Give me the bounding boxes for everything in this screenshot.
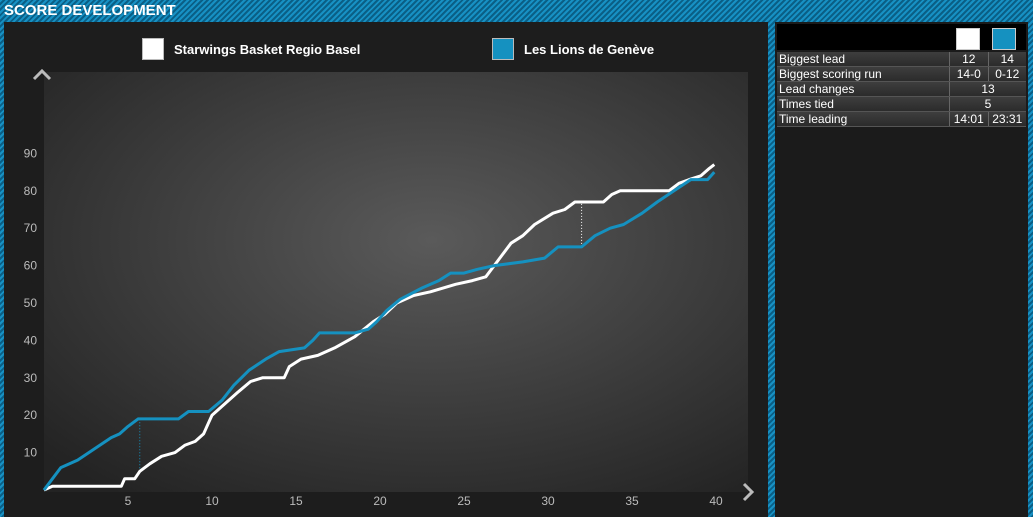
table-row: Time leading 14:01 23:31 [777, 111, 1026, 127]
x-tick-label: 10 [205, 494, 219, 508]
x-tick-label: 20 [373, 494, 387, 508]
x-tick-label: 35 [625, 494, 639, 508]
stat-home-value: 14:01 [949, 111, 989, 127]
page-title: SCORE DEVELOPMENT [4, 2, 176, 19]
stats-header [777, 24, 1026, 50]
y-tick-label: 10 [24, 446, 38, 460]
x-tick-label: 25 [457, 494, 471, 508]
y-tick-label: 20 [24, 408, 38, 422]
plot-area [44, 72, 748, 492]
legend-item-home: Starwings Basket Regio Basel [142, 37, 360, 61]
stat-home-value: 12 [949, 52, 989, 67]
x-tick-label: 30 [541, 494, 555, 508]
y-tick-label: 40 [24, 333, 38, 347]
stat-home-value: 14-0 [949, 66, 989, 82]
stat-label: Time leading [777, 111, 950, 127]
series-line-away [42, 171, 716, 491]
stat-shared-value: 13 [949, 81, 1026, 97]
x-axis-arrow-icon [742, 482, 755, 502]
stat-label: Lead changes [777, 81, 950, 97]
stat-label: Biggest scoring run [777, 66, 950, 82]
score-chart: 10 20 30 40 50 60 70 80 90 5 10 15 20 25 30 35 40 [24, 68, 755, 508]
stat-label: Times tied [777, 96, 950, 112]
legend-label-home: Starwings Basket Regio Basel [174, 41, 361, 57]
y-tick-label: 30 [24, 371, 38, 385]
table-row: Biggest lead 12 14 [777, 52, 1026, 67]
table-row: Biggest scoring run 14-0 0-12 [777, 66, 1026, 82]
stat-label: Biggest lead [777, 52, 950, 67]
stats-panel: Biggest lead 12 14 Biggest scoring run 1… [775, 22, 1028, 517]
y-tick-label: 80 [24, 184, 38, 198]
chart-panel: Starwings Basket Regio Basel Les Lions d… [4, 22, 768, 517]
stat-away-value: 14 [987, 52, 1026, 67]
stat-away-value: 0-12 [987, 66, 1026, 82]
stats-table: Biggest lead 12 14 Biggest scoring run 1… [777, 52, 1026, 127]
stat-shared-value: 5 [949, 96, 1026, 112]
legend-item-away: Les Lions de Genève [492, 37, 654, 61]
stats-swatch-home [956, 28, 980, 50]
stats-swatch-away [992, 28, 1016, 50]
legend-label-away: Les Lions de Genève [524, 41, 655, 57]
y-tick-label: 70 [24, 221, 38, 235]
y-tick-label: 60 [24, 259, 38, 273]
table-row: Lead changes 13 [777, 81, 1026, 97]
y-axis-arrow-icon [32, 68, 52, 81]
legend-swatch-away [492, 38, 514, 60]
stat-away-value: 23:31 [987, 111, 1026, 127]
x-tick-label: 40 [709, 494, 723, 508]
table-row: Times tied 5 [777, 96, 1026, 112]
x-tick-label: 15 [289, 494, 303, 508]
y-tick-label: 90 [24, 146, 38, 160]
x-tick-label: 5 [125, 494, 132, 508]
legend-swatch-home [142, 38, 164, 60]
y-tick-label: 50 [24, 296, 38, 310]
